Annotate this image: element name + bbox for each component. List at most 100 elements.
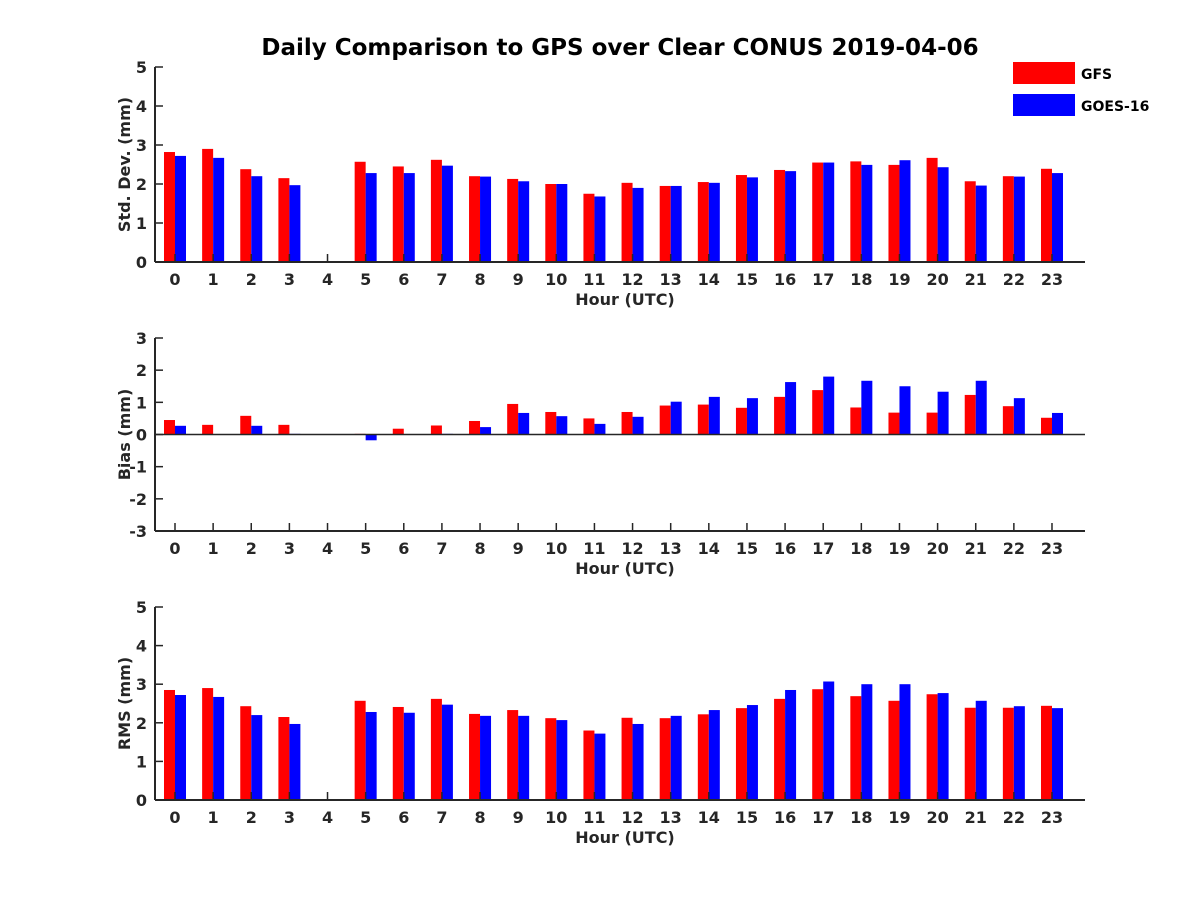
y-tick-label: 1	[136, 214, 147, 233]
bar-gfs-hour-5	[354, 161, 366, 262]
y-tick-label: 0	[136, 253, 147, 272]
bar-gfs-hour-1	[202, 424, 214, 435]
bar-goes16-hour-3	[289, 185, 301, 262]
y-tick-label: -1	[129, 458, 147, 477]
bar-goes16-hour-17	[823, 376, 835, 435]
bar-goes16-hour-7	[441, 165, 453, 262]
bar-gfs-hour-23	[1040, 417, 1052, 435]
legend-swatch-gfs	[1013, 62, 1075, 84]
x-tick-label: 5	[360, 808, 371, 827]
x-tick-label: 6	[398, 808, 409, 827]
bar-goes16-hour-18	[861, 164, 873, 262]
x-tick-label: 20	[926, 270, 948, 289]
bar-goes16-hour-9	[518, 412, 530, 435]
bar-goes16-hour-20	[937, 167, 949, 262]
bar-gfs-hour-19	[888, 412, 900, 435]
y-axis-label: Bias (mm)	[115, 389, 134, 481]
x-tick-label: 10	[545, 270, 567, 289]
bar-goes16-hour-2	[251, 425, 263, 435]
bar-goes16-hour-13	[670, 715, 682, 800]
bar-goes16-hour-9	[518, 715, 530, 800]
bar-gfs-hour-7	[430, 698, 442, 800]
bar-gfs-hour-10	[545, 411, 557, 435]
x-tick-label: 8	[474, 808, 485, 827]
bar-goes16-hour-21	[975, 380, 987, 435]
bar-goes16-hour-0	[175, 695, 186, 800]
x-tick-label: 15	[736, 808, 758, 827]
bar-goes16-hour-22	[1013, 706, 1025, 800]
bar-goes16-hour-0	[175, 155, 186, 262]
x-tick-label: 1	[208, 270, 219, 289]
x-tick-label: 21	[965, 808, 987, 827]
y-axis-label: Std. Dev. (mm)	[115, 97, 134, 232]
x-tick-label: 6	[398, 539, 409, 558]
y-tick-label: 0	[136, 426, 147, 445]
bar-gfs-hour-8	[469, 420, 481, 435]
bar-goes16-hour-12	[632, 416, 644, 435]
bar-goes16-hour-18	[861, 380, 873, 435]
x-tick-label: 20	[926, 808, 948, 827]
bar-goes16-hour-3	[289, 723, 301, 800]
x-tick-label: 23	[1041, 270, 1063, 289]
x-tick-label: 16	[774, 808, 796, 827]
x-tick-label: 17	[812, 539, 834, 558]
x-tick-label: 23	[1041, 808, 1063, 827]
bar-gfs-hour-20	[926, 694, 938, 800]
x-tick-label: 19	[888, 808, 910, 827]
bar-gfs-hour-12	[621, 411, 633, 435]
x-tick-label: 8	[474, 539, 485, 558]
x-tick-label: 12	[621, 539, 643, 558]
bar-gfs-hour-15	[735, 407, 747, 435]
bar-gfs-hour-1	[202, 148, 214, 262]
y-tick-label: 5	[136, 58, 147, 77]
x-tick-label: 23	[1041, 539, 1063, 558]
bar-gfs-hour-2	[240, 706, 252, 800]
bar-gfs-hour-22	[1002, 176, 1014, 262]
bar-goes16-hour-16	[785, 382, 797, 435]
bar-gfs-hour-15	[735, 708, 747, 800]
x-tick-label: 0	[169, 808, 180, 827]
bar-gfs-hour-14	[697, 714, 709, 800]
bar-gfs-hour-1	[202, 688, 214, 800]
bar-goes16-hour-23	[1051, 412, 1063, 435]
bar-gfs-hour-7	[430, 425, 442, 435]
bar-goes16-hour-23	[1051, 173, 1063, 262]
bar-gfs-hour-14	[697, 404, 709, 435]
bar-goes16-hour-14	[708, 396, 720, 435]
bar-gfs-hour-16	[774, 396, 786, 435]
x-tick-label: 9	[513, 539, 524, 558]
x-tick-label: 21	[965, 539, 987, 558]
x-tick-label: 6	[398, 270, 409, 289]
bar-gfs-hour-22	[1002, 406, 1014, 435]
bar-gfs-hour-17	[812, 390, 824, 435]
y-tick-label: 4	[136, 637, 147, 656]
bar-goes16-hour-2	[251, 176, 263, 262]
x-tick-label: 2	[246, 270, 257, 289]
bar-goes16-hour-10	[556, 720, 568, 800]
bar-goes16-hour-20	[937, 391, 949, 435]
x-tick-label: 1	[208, 808, 219, 827]
bar-goes16-hour-6	[403, 712, 415, 800]
bar-goes16-hour-21	[975, 700, 987, 800]
x-tick-label: 13	[660, 808, 682, 827]
bar-goes16-hour-14	[708, 182, 720, 262]
x-tick-label: 5	[360, 270, 371, 289]
bar-goes16-hour-12	[632, 187, 644, 262]
bar-gfs-hour-17	[812, 162, 824, 262]
y-tick-label: 3	[136, 675, 147, 694]
x-tick-label: 2	[246, 539, 257, 558]
y-tick-label: 4	[136, 97, 147, 116]
bar-goes16-hour-14	[708, 710, 720, 800]
x-tick-label: 14	[698, 270, 720, 289]
x-tick-label: 12	[621, 270, 643, 289]
x-tick-label: 3	[284, 808, 295, 827]
bar-goes16-hour-17	[823, 162, 835, 262]
x-tick-label: 5	[360, 539, 371, 558]
legend-swatch-goes16	[1013, 94, 1075, 116]
x-tick-label: 0	[169, 539, 180, 558]
bar-goes16-hour-15	[746, 177, 758, 262]
x-tick-label: 18	[850, 808, 872, 827]
